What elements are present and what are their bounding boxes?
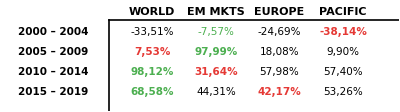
Text: 44,31%: 44,31%: [196, 86, 236, 96]
Text: 2015 – 2019: 2015 – 2019: [18, 86, 88, 96]
Text: WORLD: WORLD: [129, 7, 176, 17]
Text: -33,51%: -33,51%: [130, 27, 174, 37]
Text: 57,98%: 57,98%: [260, 66, 299, 76]
Text: EUROPE: EUROPE: [254, 7, 304, 17]
Text: 2000 – 2004: 2000 – 2004: [18, 27, 88, 37]
Text: 98,12%: 98,12%: [131, 66, 174, 76]
Text: 7,53%: 7,53%: [134, 47, 170, 57]
Text: -7,57%: -7,57%: [198, 27, 234, 37]
Text: 53,26%: 53,26%: [323, 86, 363, 96]
Text: 18,08%: 18,08%: [260, 47, 299, 57]
Text: 9,90%: 9,90%: [326, 47, 360, 57]
Text: -38,14%: -38,14%: [319, 27, 367, 37]
Text: -24,69%: -24,69%: [258, 27, 301, 37]
Text: 57,40%: 57,40%: [323, 66, 363, 76]
Text: 97,99%: 97,99%: [194, 47, 238, 57]
Text: EM MKTS: EM MKTS: [187, 7, 245, 17]
Text: 2005 – 2009: 2005 – 2009: [18, 47, 88, 57]
Text: 31,64%: 31,64%: [194, 66, 238, 76]
Text: 68,58%: 68,58%: [130, 86, 174, 96]
Text: PACIFIC: PACIFIC: [319, 7, 367, 17]
Text: 42,17%: 42,17%: [258, 86, 301, 96]
Text: 2010 – 2014: 2010 – 2014: [18, 66, 88, 76]
